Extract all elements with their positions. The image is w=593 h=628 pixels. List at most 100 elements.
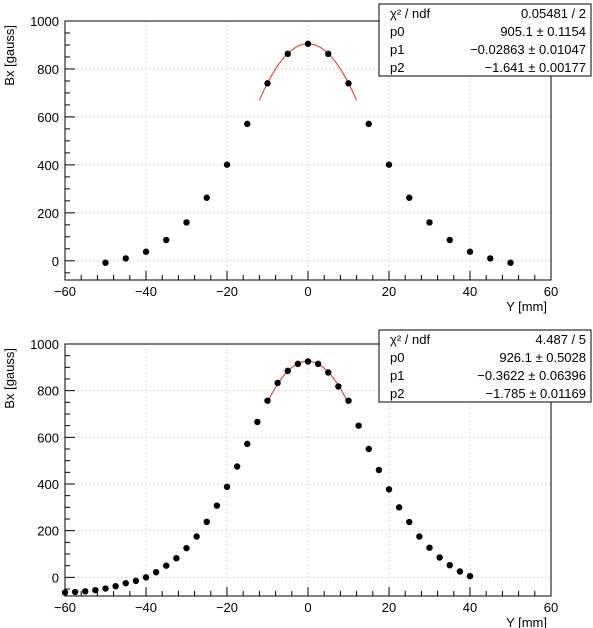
y-axis-label: Bx [gauss] [2,348,17,409]
data-point [264,397,271,404]
x-axis-label: Y [mm] [506,615,547,628]
data-point [456,568,464,575]
data-point [132,577,140,585]
data-point [466,248,474,255]
y-tick-label: 600 [37,430,59,445]
stats-row-value: 926.1 ± 0.5028 [499,350,586,365]
data-point [223,161,231,168]
y-tick-label: 800 [37,62,59,77]
data-point [395,504,403,511]
data-point [365,445,372,453]
data-point [304,40,312,47]
data-point [385,161,393,168]
x-tick-label: 60 [544,284,558,299]
x-axis-label: Y [mm] [506,299,547,314]
x-tick-label: −20 [216,600,238,615]
data-point [264,80,271,87]
y-tick-label: 200 [37,524,59,539]
y-tick-label: 800 [37,384,59,399]
x-tick-label: −20 [216,284,238,299]
data-point [173,555,180,562]
data-point [82,588,89,595]
data-point [507,259,514,266]
data-point [294,360,302,368]
x-tick-label: 0 [304,284,311,299]
data-point [183,219,190,226]
data-point [446,236,453,244]
data-point [122,255,129,262]
data-point [142,248,150,255]
data-point [223,483,231,490]
data-point [112,583,119,590]
data-point [426,219,433,226]
data-point [406,194,413,201]
data-point [254,418,261,426]
data-point [213,502,221,509]
y-tick-label: 1000 [30,14,59,29]
stats-row-label: χ² / ndf [390,6,430,21]
stats-row-label: p0 [390,350,404,365]
x-tick-label: 60 [544,600,558,615]
stats-row-value: 905.1 ± 0.1154 [500,24,586,39]
y-tick-label: 1000 [30,337,59,352]
x-tick-label: 0 [304,600,311,615]
y-axis-label: Bx [gauss] [2,25,17,86]
data-point [304,358,312,365]
stats-box [378,329,592,403]
data-point [426,544,433,551]
data-point [163,562,170,569]
data-point [244,440,251,448]
stats-row-label: χ² / ndf [390,332,430,347]
data-point [284,367,291,375]
x-tick-label: −40 [135,600,157,615]
stats-row-label: p1 [390,368,404,383]
stats-row-value: 4.487 / 5 [535,332,586,347]
data-point [274,379,281,387]
y-tick-label: 0 [52,254,59,269]
data-point [355,422,362,429]
data-point [446,562,453,569]
stats-row-label: p2 [390,60,404,75]
y-tick-label: 400 [37,158,59,173]
data-point [345,397,352,404]
stats-row-label: p0 [390,24,404,39]
data-point [152,569,160,576]
x-tick-label: 40 [463,600,477,615]
y-tick-label: 600 [37,110,59,125]
stats-row-value: −0.3622 ± 0.06396 [477,368,586,383]
data-point [375,466,383,474]
data-point [61,589,69,596]
data-point [406,518,413,526]
stats-row-label: p1 [390,42,404,57]
data-point [365,120,372,128]
data-point [102,585,109,592]
x-tick-label: −60 [54,284,76,299]
data-point [284,50,291,58]
data-point [193,533,200,540]
data-point [163,236,170,244]
data-point [233,463,241,470]
data-point [71,588,79,596]
stats-row-value: −1.641 ± 0.00177 [485,60,586,75]
data-point [244,120,251,128]
data-point [102,259,109,266]
data-point [335,383,342,390]
data-point [142,574,150,581]
data-point [436,554,443,561]
y-tick-label: 200 [37,206,59,221]
stats-row-value: −0.02863 ± 0.01047 [470,42,586,57]
stats-row-value: −1.785 ± 0.01169 [485,386,586,401]
data-point [314,360,322,368]
data-point [466,572,474,580]
x-tick-label: 20 [382,284,396,299]
stats-row-label: p2 [390,386,404,401]
data-point [183,544,190,552]
data-point [122,579,129,587]
x-tick-label: −40 [135,284,157,299]
x-tick-label: 40 [463,284,477,299]
x-tick-label: 20 [382,600,396,615]
